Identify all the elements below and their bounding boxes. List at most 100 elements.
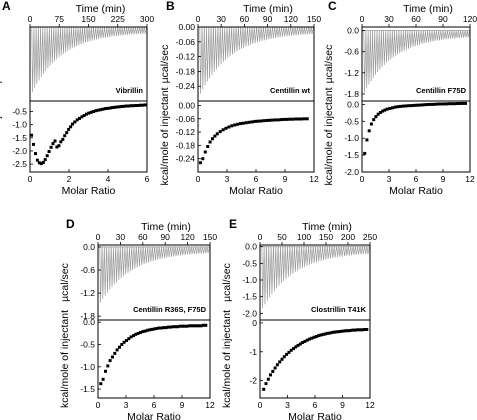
data-point [294, 117, 298, 121]
data-point [89, 110, 93, 114]
integrated-plot-frame [259, 319, 371, 399]
data-point [369, 122, 373, 126]
x-tick-label: 6 [152, 400, 157, 410]
time-tick-label: 0 [258, 232, 263, 242]
data-point [59, 140, 63, 144]
data-point [464, 101, 467, 105]
data-point [174, 325, 177, 329]
time-tick-label: 150 [203, 232, 217, 242]
data-point [282, 117, 286, 121]
data-point [75, 118, 79, 122]
data-point [262, 119, 266, 123]
time-tick-label: 225 [111, 14, 125, 24]
data-point [374, 115, 378, 119]
data-point [202, 323, 205, 327]
raw-y-axis-label: µcal/sec [159, 45, 171, 84]
x-tick-label: 12 [205, 400, 215, 410]
y-tick-label: -0.5 [80, 340, 95, 350]
data-point [53, 139, 57, 143]
time-tick-label: 100 [297, 232, 311, 242]
time-tick-label: 150 [307, 14, 321, 24]
data-point [125, 339, 128, 342]
integrated-y-axis-label: kcal/mole of injectant [221, 310, 233, 408]
data-point [385, 107, 389, 111]
x-tick-label: 0 [360, 174, 365, 184]
data-point [363, 151, 367, 155]
data-point [65, 131, 69, 135]
data-point [206, 145, 210, 148]
data-point [410, 104, 413, 108]
data-point [178, 324, 182, 328]
time-tick-label: 60 [240, 14, 250, 24]
raw-y-tick-label: 0.0 [83, 242, 95, 252]
data-point [266, 377, 270, 381]
data-point [127, 337, 131, 341]
time-tick-label: 150 [81, 14, 95, 24]
data-point [269, 373, 272, 377]
data-point [391, 106, 395, 110]
data-point [393, 105, 397, 109]
data-point [396, 105, 400, 109]
y-tick-label: 0.0 [347, 99, 359, 109]
data-point [134, 104, 138, 107]
time-tick-label: 300 [140, 14, 154, 24]
y-tick-label: -1.5 [12, 133, 27, 143]
data-point [162, 326, 166, 330]
data-point [233, 123, 237, 127]
time-tick-label: 0 [360, 14, 365, 24]
data-point [340, 329, 344, 333]
data-point [122, 104, 126, 108]
data-point [110, 106, 114, 110]
data-point [164, 326, 168, 330]
x-axis-label: Molar Ratio [127, 411, 181, 420]
x-tick-label: 12 [465, 174, 475, 184]
time-axis-label: Time (min) [302, 221, 352, 233]
data-point [47, 150, 51, 153]
data-point [273, 366, 277, 370]
time-tick-label: 200 [341, 232, 355, 242]
data-point [434, 102, 438, 106]
x-tick-label: 0 [28, 174, 33, 184]
x-axis-label: Molar Ratio [229, 185, 283, 197]
data-point [101, 107, 105, 111]
data-point [141, 103, 145, 107]
integrated-plot-frame [361, 100, 471, 173]
data-point [61, 137, 65, 141]
series-name: Vibrillin [116, 86, 144, 95]
series-name: Centillin F75D [416, 86, 467, 95]
time-tick-label: 60 [138, 232, 148, 242]
data-point [153, 327, 156, 331]
data-point [155, 327, 159, 330]
data-point [247, 120, 251, 124]
data-point [289, 348, 293, 352]
x-tick-label: 9 [340, 400, 345, 410]
data-point [141, 330, 145, 334]
data-point [445, 102, 449, 106]
data-point [276, 118, 280, 122]
data-point [148, 328, 152, 332]
data-point [317, 334, 321, 338]
data-point [204, 323, 208, 327]
y-tick-label: 0.0 [83, 317, 95, 327]
data-point [203, 150, 207, 154]
data-point [363, 328, 366, 331]
data-point [211, 137, 214, 141]
data-point [67, 127, 71, 131]
data-point [312, 335, 316, 339]
data-point [447, 102, 451, 106]
x-tick-label: 9 [441, 174, 446, 184]
data-point [344, 329, 348, 333]
data-point [143, 103, 147, 107]
time-tick-label: 250 [363, 232, 377, 242]
data-point [301, 341, 305, 344]
data-point [280, 357, 284, 361]
data-point [358, 328, 362, 332]
data-point [236, 122, 240, 126]
x-tick-label: 9 [180, 400, 185, 410]
data-point [99, 382, 103, 386]
raw-y-tick-label: -0.06 [176, 37, 196, 47]
x-tick-label: 0 [258, 400, 263, 410]
data-point [287, 350, 291, 354]
raw-y-axis-label: µcal/sec [59, 263, 71, 302]
integrated-plot-frame [97, 319, 211, 399]
